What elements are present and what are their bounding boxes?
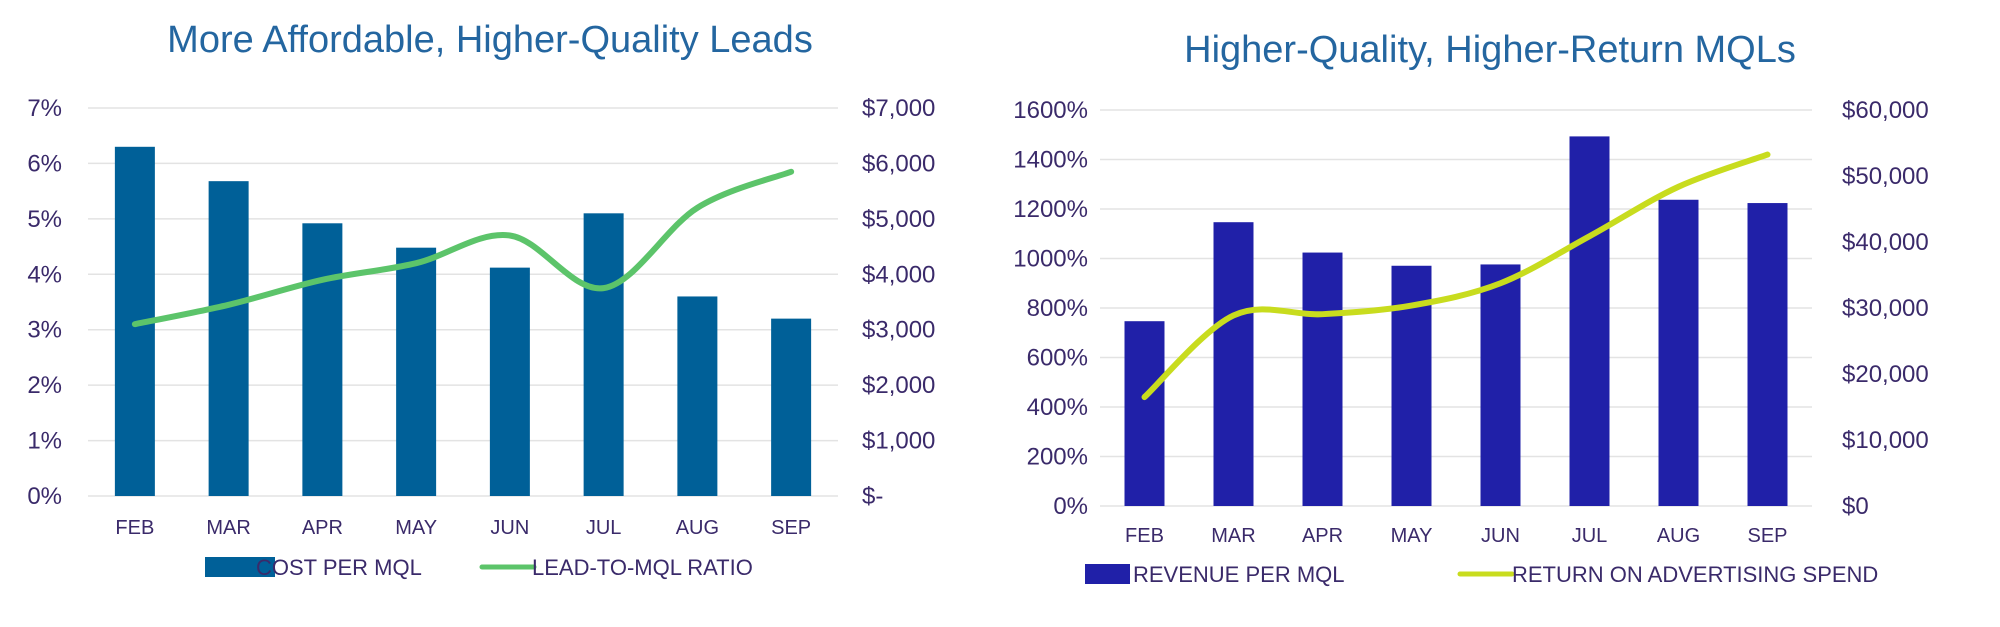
- x-axis-tick-label: SEP: [1747, 525, 1787, 547]
- legend-label: COST PER MQL: [256, 555, 422, 580]
- x-axis-tick-label: APR: [1302, 525, 1343, 547]
- right-axis-tick-label: $20,000: [1842, 361, 1929, 388]
- gridlines: [88, 107, 838, 497]
- bar-series: [114, 146, 812, 497]
- line-points: [134, 171, 792, 325]
- left-axis-tick-label: 1%: [27, 428, 62, 455]
- right-axis: $0 $10,000 $20,000 $30,000 $40,000 $50,000 $60…: [1842, 97, 1929, 520]
- chart-svg-0: More Affordable, Higher-Quality Leads 0% 1…: [27, 19, 935, 580]
- right-axis-tick-label: $60,000: [1842, 97, 1929, 124]
- chart-svg-1: Higher-Quality, Higher-Return MQLs 0% 200%…: [1013, 29, 1929, 587]
- legend: REVENUE PER MQL RETURN ON ADVERTISING SPE…: [1085, 562, 1878, 587]
- line-points: [1144, 154, 1768, 398]
- left-axis-tick-label: 0%: [27, 483, 62, 510]
- left-axis-tick-label: 6%: [27, 150, 62, 177]
- chart-title: Higher-Quality, Higher-Return MQLs: [1184, 29, 1796, 71]
- x-axis: FEB MAR APR MAY JUN JUL AUG SEP: [1125, 525, 1787, 547]
- bar-aug: [677, 296, 718, 496]
- left-axis-tick-label: 2%: [27, 372, 62, 399]
- left-axis-tick-label: 5%: [27, 206, 62, 233]
- right-axis-tick-label: $30,000: [1842, 295, 1929, 322]
- left-axis: 0% 1% 2% 3% 4% 5% 6% 7%: [27, 95, 62, 510]
- x-axis-tick-label: JUL: [586, 517, 622, 539]
- bar-aug: [1658, 199, 1699, 506]
- x-axis-tick-label: APR: [302, 517, 343, 539]
- right-axis: $- $1,000 $2,000 $3,000 $4,000 $5,000 $6,000 $7…: [862, 95, 935, 510]
- legend-swatch-bar: [1085, 564, 1130, 584]
- chart-return-mqls: Higher-Quality, Higher-Return MQLs 0% 200%…: [1000, 0, 2000, 627]
- x-axis-tick-label: AUG: [676, 517, 719, 539]
- right-axis-tick-label: $40,000: [1842, 229, 1929, 256]
- legend-label: REVENUE PER MQL: [1133, 562, 1345, 587]
- legend-swatch-bar: [205, 557, 275, 577]
- left-axis-tick-label: 800%: [1027, 295, 1088, 322]
- x-axis-tick-label: JUN: [1481, 525, 1520, 547]
- left-axis-tick-label: 400%: [1027, 394, 1088, 421]
- bar-sep: [771, 318, 812, 496]
- left-axis-tick-label: 200%: [1027, 444, 1088, 471]
- bar-jul: [583, 213, 624, 497]
- left-axis-tick-label: 0%: [1053, 493, 1088, 520]
- chart-title: More Affordable, Higher-Quality Leads: [167, 19, 813, 61]
- bar-mar: [208, 181, 249, 496]
- bar-mar: [1213, 222, 1254, 506]
- left-axis-tick-label: 4%: [27, 261, 62, 288]
- x-axis-tick-label: MAR: [206, 517, 250, 539]
- right-axis-tick-label: $6,000: [862, 150, 935, 177]
- x-axis-tick-label: MAR: [1211, 525, 1255, 547]
- x-axis-tick-label: FEB: [115, 517, 154, 539]
- x-axis-tick-label: MAY: [395, 517, 437, 539]
- left-axis-tick-label: 7%: [27, 95, 62, 122]
- right-axis-tick-label: $50,000: [1842, 163, 1929, 190]
- left-axis-tick-label: 3%: [27, 317, 62, 344]
- left-axis-tick-label: 1200%: [1013, 196, 1088, 223]
- bar-jun: [1480, 264, 1521, 506]
- right-axis-tick-label: $3,000: [862, 317, 935, 344]
- legend-label: RETURN ON ADVERTISING SPEND: [1512, 562, 1878, 587]
- right-axis-tick-label: $5,000: [862, 206, 935, 233]
- bar-sep: [1747, 203, 1788, 506]
- line-series: [131, 168, 795, 328]
- left-axis-tick-label: 600%: [1027, 345, 1088, 372]
- right-axis-tick-label: $7,000: [862, 95, 935, 122]
- bar-feb: [1124, 321, 1165, 506]
- bar-jul: [1569, 136, 1610, 506]
- right-axis-tick-label: $-: [862, 483, 883, 510]
- left-axis-tick-label: 1000%: [1013, 246, 1088, 273]
- bar-may: [396, 247, 437, 496]
- legend: COST PER MQL LEAD-TO-MQL RATIO: [205, 555, 753, 580]
- bar-jun: [489, 267, 530, 496]
- right-axis-tick-label: $10,000: [1842, 427, 1929, 454]
- right-axis-tick-label: $1,000: [862, 428, 935, 455]
- gridlines: [1100, 109, 1812, 507]
- x-axis: FEB MAR APR MAY JUN JUL AUG SEP: [115, 517, 811, 539]
- right-axis-tick-label: $2,000: [862, 372, 935, 399]
- legend-label: LEAD-TO-MQL RATIO: [532, 555, 753, 580]
- x-axis-tick-label: FEB: [1125, 525, 1164, 547]
- left-axis-tick-label: 1600%: [1013, 97, 1088, 124]
- x-axis-tick-label: JUL: [1572, 525, 1608, 547]
- x-axis-tick-label: SEP: [771, 517, 811, 539]
- chart-affordable-leads: More Affordable, Higher-Quality Leads 0% 1…: [27, 19, 935, 580]
- bar-apr: [302, 223, 343, 496]
- bar-apr: [1302, 252, 1343, 506]
- x-axis-tick-label: AUG: [1657, 525, 1700, 547]
- right-axis-tick-label: $0: [1842, 493, 1869, 520]
- left-axis-tick-label: 1400%: [1013, 147, 1088, 174]
- x-axis-tick-label: MAY: [1391, 525, 1433, 547]
- left-axis: 0% 200% 400% 600% 800% 1000% 1200% 1400% 1600%: [1013, 97, 1088, 520]
- x-axis-tick-label: JUN: [490, 517, 529, 539]
- right-axis-tick-label: $4,000: [862, 261, 935, 288]
